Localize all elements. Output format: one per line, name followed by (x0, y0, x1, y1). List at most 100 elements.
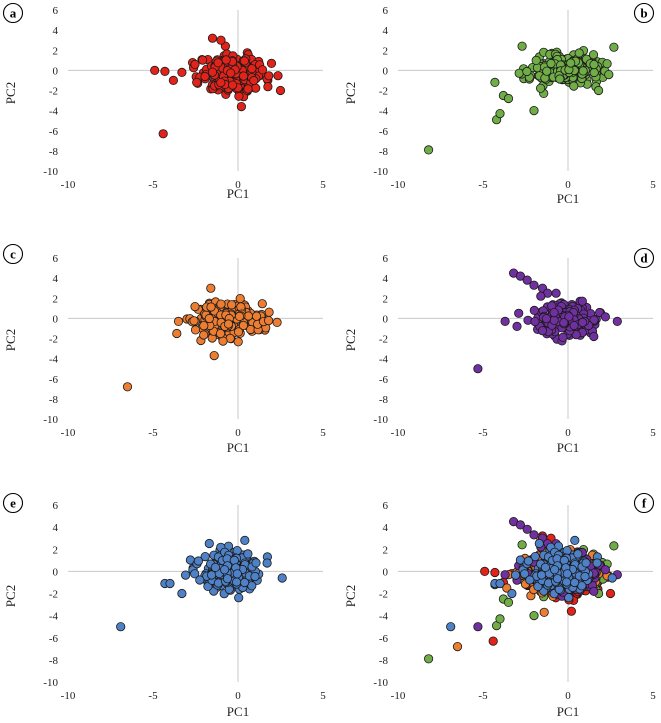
data-point-a (566, 606, 577, 616)
y-tick-label: -8 (49, 655, 59, 667)
x-tick-label: -5 (148, 427, 158, 439)
data-point-d (473, 364, 483, 374)
data-point-a (234, 91, 244, 101)
data-point-c (199, 330, 209, 340)
y-tick-label: 4 (53, 273, 59, 285)
data-point-e (190, 569, 200, 579)
data-point-d (537, 326, 548, 336)
data-point-c (223, 319, 234, 329)
data-point-a (275, 85, 286, 96)
data-point-c (206, 283, 216, 293)
data-point-a (490, 567, 500, 578)
data-point-b (495, 109, 505, 119)
data-point-b (517, 41, 527, 51)
y-tick-label: 2 (53, 293, 59, 305)
y-tick-label: -6 (49, 633, 59, 645)
y-tick-label: 2 (53, 45, 59, 57)
data-point-e (116, 622, 126, 632)
y-tick-label: -4 (379, 354, 389, 366)
panel-label-text: f (642, 496, 647, 511)
data-point-e (580, 571, 590, 582)
panel-label-f: f (633, 492, 655, 514)
data-point-e (240, 535, 250, 546)
data-point-c (233, 337, 243, 347)
x-axis-title: PC1 (227, 704, 249, 719)
data-point-d (530, 316, 540, 327)
data-point-c (233, 327, 244, 337)
data-point-a (228, 80, 238, 90)
x-axis-title: PC1 (557, 191, 579, 206)
panel-f: -10 -5 0 5 -10 -8 -6 -4 -2 0 2 4 6 PC1 PC2 f (343, 492, 656, 719)
x-tick-label: 0 (565, 179, 571, 191)
data-point-b (589, 67, 599, 78)
panel-label-c: c (2, 243, 24, 265)
data-point-a (236, 102, 246, 112)
data-point-e (165, 578, 175, 589)
data-point-e (549, 565, 560, 575)
data-point-a (264, 71, 274, 81)
data-point-e (540, 562, 551, 573)
data-point-e (562, 545, 572, 556)
data-point-d (612, 316, 622, 326)
x-tick-label: -5 (478, 427, 488, 439)
data-point-e (552, 574, 563, 584)
y-tick-label: 0 (53, 313, 59, 325)
x-tick-label: 5 (320, 690, 326, 702)
panel-label-a: a (2, 2, 24, 24)
y-tick-label: -10 (373, 677, 388, 689)
panel-a: -10 -5 0 5 -10 -8 -6 -4 -2 0 2 4 6 PC1 PC2 a (2, 2, 326, 201)
x-tick-label: 0 (235, 427, 241, 439)
points (122, 283, 282, 392)
data-point-d (589, 586, 599, 596)
data-point-b (529, 610, 539, 621)
data-point-c (227, 300, 237, 310)
y-axis-title: PC2 (343, 82, 358, 104)
data-point-d (600, 565, 611, 575)
data-point-a (239, 56, 250, 66)
points (423, 516, 622, 664)
y-tick-label: -6 (379, 374, 389, 386)
data-point-c (238, 320, 248, 330)
data-point-a (273, 71, 283, 81)
data-point-e (195, 575, 205, 585)
x-tick-label: -10 (61, 427, 76, 439)
y-tick-label: -8 (379, 394, 389, 406)
data-point-e (523, 556, 534, 566)
data-point-e (570, 535, 580, 546)
data-point-e (564, 593, 574, 603)
data-point-b (604, 70, 614, 80)
x-tick-label: -5 (478, 690, 488, 702)
data-point-d (558, 332, 568, 342)
data-point-a (251, 83, 261, 93)
data-point-d (522, 275, 532, 285)
y-axis-title: PC2 (3, 329, 18, 351)
data-point-c (452, 641, 463, 652)
data-point-a (158, 129, 168, 139)
data-point-b (503, 597, 514, 608)
data-point-e (519, 569, 530, 579)
data-point-d (551, 288, 561, 298)
panel-label-text: c (10, 247, 16, 262)
x-tick-label: 0 (235, 690, 241, 702)
data-point-b (495, 614, 505, 624)
data-point-b (589, 59, 599, 70)
data-point-b (514, 68, 524, 78)
y-tick-label: 0 (53, 65, 59, 77)
data-point-e (177, 588, 187, 599)
data-point-b (531, 55, 541, 66)
x-tick-label: -10 (391, 690, 406, 702)
data-point-b (522, 66, 532, 77)
data-point-b (503, 93, 514, 104)
y-tick-label: -4 (379, 106, 389, 118)
panel-label-text: e (10, 496, 16, 511)
y-tick-label: 6 (53, 253, 59, 265)
x-tick-label: 0 (565, 427, 571, 439)
y-tick-label: -8 (49, 146, 59, 158)
data-point-b (490, 77, 500, 88)
data-point-e (592, 558, 602, 568)
data-point-d (473, 622, 483, 632)
data-point-d (500, 316, 510, 326)
y-tick-label: -10 (373, 166, 388, 178)
data-point-e (562, 569, 572, 579)
